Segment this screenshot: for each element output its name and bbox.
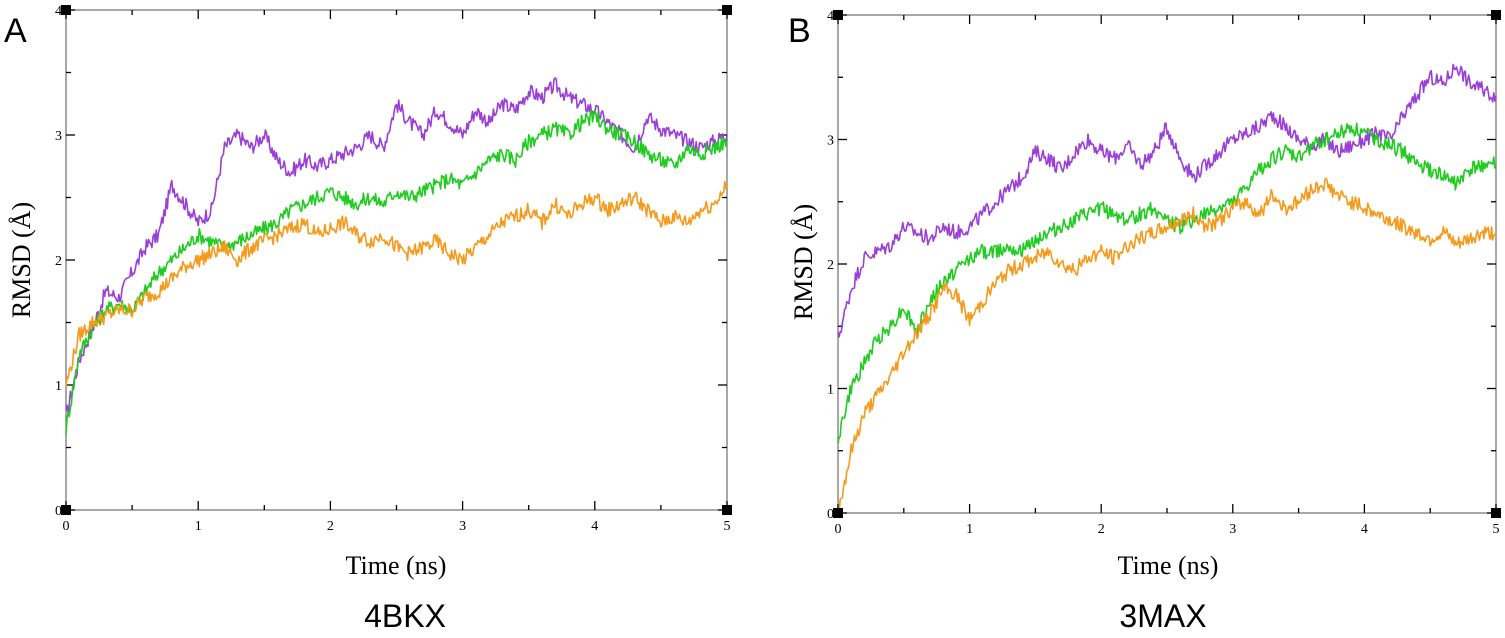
corner-marker-b-0 bbox=[833, 10, 843, 20]
x-tick-label-a-0: 0 bbox=[63, 519, 70, 534]
series-line-b-1 bbox=[837, 122, 1497, 444]
y-tick-label-b-4: 4 bbox=[827, 9, 834, 24]
series-line-a-0 bbox=[65, 77, 728, 415]
series-line-b-2 bbox=[837, 177, 1497, 516]
caption-b: 3MAX bbox=[1119, 598, 1206, 634]
corner-marker-b-3 bbox=[1491, 508, 1501, 518]
caption-a: 4BKX bbox=[364, 598, 446, 634]
x-tick-label-a-1: 1 bbox=[195, 519, 202, 534]
x-tick-labels-a: 0 1 2 3 4 5 bbox=[63, 519, 731, 534]
corner-marker-a-1 bbox=[722, 5, 732, 15]
x-tick-label-b-4: 4 bbox=[1361, 522, 1368, 537]
x-axis-label-b: Time (ns) bbox=[1118, 551, 1219, 580]
y-tick-label-a-2: 2 bbox=[55, 254, 62, 269]
x-tick-label-a-5: 5 bbox=[724, 519, 731, 534]
plot-frame-a bbox=[65, 9, 728, 511]
x-tick-label-a-4: 4 bbox=[591, 519, 598, 534]
y-tick-label-b-2: 2 bbox=[827, 258, 834, 273]
x-tick-label-a-2: 2 bbox=[327, 519, 334, 534]
corner-marker-a-2 bbox=[61, 505, 71, 515]
corner-markers-b bbox=[833, 10, 1501, 518]
corner-marker-a-0 bbox=[61, 5, 71, 15]
tick-marks-a bbox=[65, 9, 728, 511]
x-tick-label-b-0: 0 bbox=[835, 522, 842, 537]
series-line-b-0 bbox=[837, 63, 1497, 338]
x-tick-label-b-5: 5 bbox=[1493, 522, 1500, 537]
panel-label-a: A bbox=[4, 12, 27, 50]
y-tick-label-b-1: 1 bbox=[827, 383, 834, 398]
series-lines-a bbox=[65, 77, 728, 435]
chart-panel-b: B 0 1 2 3 4 0 1 2 3 4 5 Time (ns) RMSD (Å) 3MAX bbox=[788, 9, 1501, 634]
series-lines-b bbox=[837, 63, 1497, 516]
y-axis-label-a: RMSD (Å) bbox=[7, 202, 36, 318]
x-tick-label-b-2: 2 bbox=[1098, 522, 1105, 537]
corner-markers-a bbox=[61, 5, 732, 515]
y-tick-label-a-1: 1 bbox=[55, 379, 62, 394]
x-tick-label-a-3: 3 bbox=[459, 519, 466, 534]
series-line-a-2 bbox=[65, 180, 728, 388]
y-tick-label-a-4: 4 bbox=[55, 4, 62, 19]
plot-frame-b bbox=[837, 14, 1497, 514]
y-tick-label-b-3: 3 bbox=[827, 134, 834, 149]
y-tick-labels-a: 0 1 2 3 4 bbox=[55, 4, 62, 519]
series-line-a-1 bbox=[65, 109, 728, 435]
x-axis-label-a: Time (ns) bbox=[346, 551, 447, 580]
tick-marks-b bbox=[837, 14, 1497, 514]
x-tick-label-b-3: 3 bbox=[1229, 522, 1236, 537]
chart-panel-a: A 0 1 2 3 4 0 1 2 3 4 5 Time (ns) RMSD (Å) 4BKX bbox=[4, 4, 732, 634]
y-tick-label-a-3: 3 bbox=[55, 129, 62, 144]
panel-label-b: B bbox=[788, 12, 811, 50]
x-tick-label-b-1: 1 bbox=[966, 522, 973, 537]
x-tick-labels-b: 0 1 2 3 4 5 bbox=[835, 522, 1500, 537]
corner-marker-b-2 bbox=[833, 508, 843, 518]
y-axis-label-b: RMSD (Å) bbox=[789, 204, 818, 320]
y-tick-label-b-0: 0 bbox=[827, 507, 834, 522]
y-tick-labels-b: 0 1 2 3 4 bbox=[827, 9, 834, 522]
corner-marker-b-1 bbox=[1491, 10, 1501, 20]
y-tick-label-a-0: 0 bbox=[55, 504, 62, 519]
corner-marker-a-3 bbox=[722, 505, 732, 515]
